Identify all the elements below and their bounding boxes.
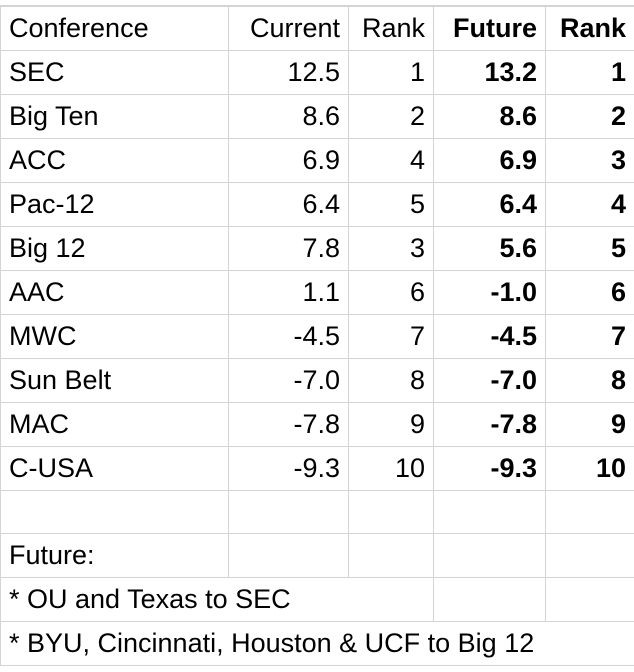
header-cell: Conference [0,6,229,51]
empty-cell [0,490,229,534]
data-row: C-USA -9.3 10 -9.3 10 [0,446,634,491]
conference-cell: Sun Belt [0,358,229,403]
value-cell: 7 [545,314,634,359]
value-cell: 13.2 [433,50,546,95]
empty-cell [348,490,434,534]
value-cell: -7.8 [433,402,546,447]
value-cell: -1.0 [433,270,546,315]
value-cell: 2 [348,94,434,139]
value-cell: 10 [348,446,434,491]
empty-cell [433,533,546,578]
value-cell: 5 [545,226,634,271]
note-cell: * BYU, Cincinnati, Houston & UCF to Big … [0,621,634,666]
header-cell: Rank [348,6,434,51]
value-cell: 6 [348,270,434,315]
conference-cell: Big Ten [0,94,229,139]
note-row: Future: [0,533,634,578]
empty-cell [545,490,634,534]
value-cell: 4 [348,138,434,183]
value-cell: 10 [545,446,634,491]
value-cell: -7.0 [433,358,546,403]
blank-row [0,490,634,534]
value-cell: 7 [348,314,434,359]
conference-cell: MAC [0,402,229,447]
note-row: * OU and Texas to SEC [0,577,634,622]
data-row: Big 12 7.8 3 5.6 5 [0,226,634,271]
value-cell: -4.5 [228,314,349,359]
empty-cell [433,577,546,622]
conference-cell: SEC [0,50,229,95]
value-cell: -9.3 [433,446,546,491]
header-cell: Current [228,6,349,51]
empty-cell [545,577,634,622]
header-row: Conference Current Rank Future Rank [0,6,634,51]
value-cell: 12.5 [228,50,349,95]
value-cell: 1 [348,50,434,95]
conference-cell: ACC [0,138,229,183]
value-cell: 6 [545,270,634,315]
empty-cell [348,533,434,578]
value-cell: 3 [545,138,634,183]
conference-cell: Pac-12 [0,182,229,227]
data-row: MWC -4.5 7 -4.5 7 [0,314,634,359]
data-row: ACC 6.9 4 6.9 3 [0,138,634,183]
value-cell: 8 [545,358,634,403]
value-cell: 6.4 [433,182,546,227]
value-cell: 2 [545,94,634,139]
empty-cell [228,533,349,578]
value-cell: 3 [348,226,434,271]
value-cell: -7.0 [228,358,349,403]
note-row: * BYU, Cincinnati, Houston & UCF to Big … [0,621,634,666]
conference-cell: AAC [0,270,229,315]
value-cell: 8.6 [433,94,546,139]
row-edge [0,0,634,6]
value-cell: 6.9 [433,138,546,183]
data-row: Pac-12 6.4 5 6.4 4 [0,182,634,227]
header-cell: Rank [545,6,634,51]
value-cell: -4.5 [433,314,546,359]
value-cell: 5 [348,182,434,227]
value-cell: 7.8 [228,226,349,271]
data-row: MAC -7.8 9 -7.8 9 [0,402,634,447]
empty-cell [433,490,546,534]
value-cell: 6.9 [228,138,349,183]
value-cell: 8.6 [228,94,349,139]
value-cell: 8 [348,358,434,403]
value-cell: 9 [348,402,434,447]
value-cell: 6.4 [228,182,349,227]
conference-table: Conference Current Rank Future Rank SEC 12.5 1 1… [0,6,634,666]
value-cell: 5.6 [433,226,546,271]
value-cell: 4 [545,182,634,227]
value-cell: 9 [545,402,634,447]
conference-cell: Big 12 [0,226,229,271]
conference-cell: MWC [0,314,229,359]
empty-cell [545,533,634,578]
value-cell: -7.8 [228,402,349,447]
conference-cell: C-USA [0,446,229,491]
value-cell: 1 [545,50,634,95]
data-row: AAC 1.1 6 -1.0 6 [0,270,634,315]
header-cell: Future [433,6,546,51]
value-cell: -9.3 [228,446,349,491]
data-row: SEC 12.5 1 13.2 1 [0,50,634,95]
value-cell: 1.1 [228,270,349,315]
empty-cell [228,490,349,534]
note-cell: * OU and Texas to SEC [0,577,434,622]
data-row: Big Ten 8.6 2 8.6 2 [0,94,634,139]
data-row: Sun Belt -7.0 8 -7.0 8 [0,358,634,403]
note-cell: Future: [0,533,229,578]
